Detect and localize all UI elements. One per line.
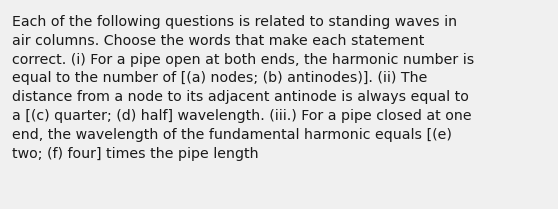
Text: Each of the following questions is related to standing waves in
air columns. Cho: Each of the following questions is relat… [12, 15, 474, 161]
